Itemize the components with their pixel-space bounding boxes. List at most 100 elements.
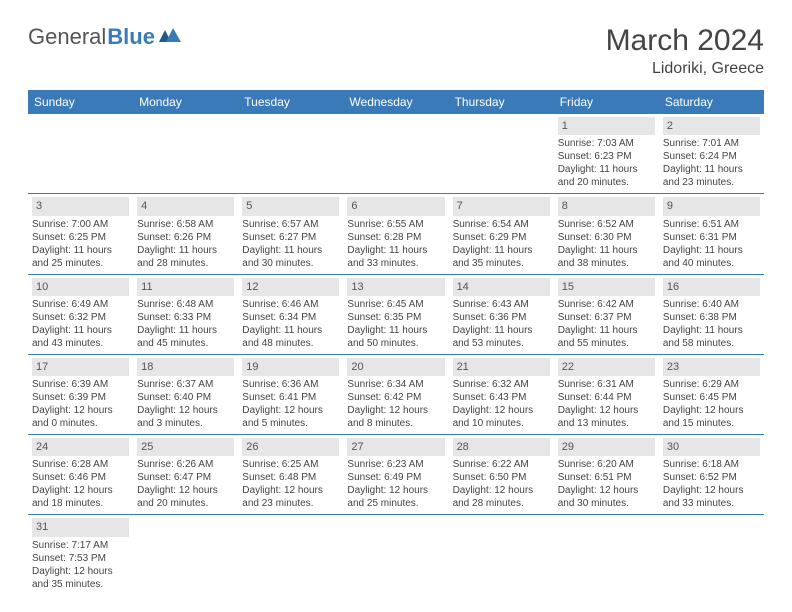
cell-sunrise: Sunrise: 6:36 AM [242,378,339,391]
location-label: Lidoriki, Greece [606,60,764,78]
cell-daylight2: and 35 minutes. [453,257,550,270]
cell-daylight2: and 58 minutes. [663,337,760,350]
day-number: 16 [663,278,760,296]
cell-daylight2: and 35 minutes. [32,578,129,591]
cell-daylight2: and 28 minutes. [137,257,234,270]
cell-sunset: Sunset: 6:44 PM [558,391,655,404]
calendar-cell: 8Sunrise: 6:52 AMSunset: 6:30 PMDaylight… [554,194,659,274]
calendar-cell: 11Sunrise: 6:48 AMSunset: 6:33 PMDayligh… [133,274,238,354]
cell-sunrise: Sunrise: 6:52 AM [558,218,655,231]
day-number: 29 [558,438,655,456]
day-number: 14 [453,278,550,296]
cell-sunset: Sunset: 6:35 PM [347,311,444,324]
cell-daylight2: and 8 minutes. [347,417,444,430]
calendar-cell-empty [343,515,448,595]
day-number: 27 [347,438,444,456]
cell-daylight1: Daylight: 11 hours [663,244,760,257]
day-number: 7 [453,197,550,215]
cell-daylight1: Daylight: 11 hours [663,324,760,337]
cell-sunset: Sunset: 6:40 PM [137,391,234,404]
cell-daylight1: Daylight: 11 hours [663,163,760,176]
day-number: 31 [32,518,129,536]
day-number: 8 [558,197,655,215]
calendar-cell: 20Sunrise: 6:34 AMSunset: 6:42 PMDayligh… [343,354,448,434]
cell-daylight2: and 0 minutes. [32,417,129,430]
calendar-cell: 4Sunrise: 6:58 AMSunset: 6:26 PMDaylight… [133,194,238,274]
cell-daylight2: and 45 minutes. [137,337,234,350]
cell-daylight1: Daylight: 12 hours [347,404,444,417]
cell-daylight2: and 55 minutes. [558,337,655,350]
cell-sunrise: Sunrise: 6:51 AM [663,218,760,231]
calendar-cell-empty [133,515,238,595]
calendar-row: 1Sunrise: 7:03 AMSunset: 6:23 PMDaylight… [28,114,764,194]
cell-daylight2: and 40 minutes. [663,257,760,270]
day-number: 9 [663,197,760,215]
cell-daylight1: Daylight: 12 hours [663,404,760,417]
cell-sunrise: Sunrise: 6:54 AM [453,218,550,231]
logo: General Blue [28,24,181,50]
cell-sunset: Sunset: 6:39 PM [32,391,129,404]
cell-sunset: Sunset: 6:29 PM [453,231,550,244]
day-number: 18 [137,358,234,376]
weekday-header: Saturday [659,90,764,114]
calendar-cell: 1Sunrise: 7:03 AMSunset: 6:23 PMDaylight… [554,114,659,194]
cell-daylight1: Daylight: 12 hours [242,484,339,497]
cell-sunrise: Sunrise: 6:39 AM [32,378,129,391]
cell-sunrise: Sunrise: 6:18 AM [663,458,760,471]
calendar-cell: 26Sunrise: 6:25 AMSunset: 6:48 PMDayligh… [238,435,343,515]
cell-daylight2: and 43 minutes. [32,337,129,350]
weekday-header: Tuesday [238,90,343,114]
calendar-header-row: SundayMondayTuesdayWednesdayThursdayFrid… [28,90,764,114]
weekday-header: Wednesday [343,90,448,114]
day-number: 25 [137,438,234,456]
cell-daylight2: and 33 minutes. [347,257,444,270]
cell-sunset: Sunset: 7:53 PM [32,552,129,565]
calendar-row: 31Sunrise: 7:17 AMSunset: 7:53 PMDayligh… [28,515,764,595]
cell-daylight1: Daylight: 11 hours [558,244,655,257]
calendar-cell: 15Sunrise: 6:42 AMSunset: 6:37 PMDayligh… [554,274,659,354]
day-number: 22 [558,358,655,376]
day-number: 21 [453,358,550,376]
cell-daylight1: Daylight: 11 hours [137,324,234,337]
cell-sunrise: Sunrise: 6:43 AM [453,298,550,311]
page-title: March 2024 [606,24,764,58]
cell-sunset: Sunset: 6:50 PM [453,471,550,484]
calendar-cell: 19Sunrise: 6:36 AMSunset: 6:41 PMDayligh… [238,354,343,434]
cell-sunrise: Sunrise: 6:26 AM [137,458,234,471]
day-number: 24 [32,438,129,456]
cell-daylight2: and 20 minutes. [137,497,234,510]
cell-sunrise: Sunrise: 6:28 AM [32,458,129,471]
cell-sunset: Sunset: 6:51 PM [558,471,655,484]
day-number: 5 [242,197,339,215]
cell-sunrise: Sunrise: 6:42 AM [558,298,655,311]
cell-sunrise: Sunrise: 6:57 AM [242,218,339,231]
cell-sunset: Sunset: 6:24 PM [663,150,760,163]
cell-daylight1: Daylight: 11 hours [32,324,129,337]
cell-daylight1: Daylight: 11 hours [558,163,655,176]
cell-daylight2: and 25 minutes. [32,257,129,270]
calendar-cell: 24Sunrise: 6:28 AMSunset: 6:46 PMDayligh… [28,435,133,515]
header: General Blue March 2024 Lidoriki, Greece [28,24,764,78]
calendar-cell: 28Sunrise: 6:22 AMSunset: 6:50 PMDayligh… [449,435,554,515]
calendar-cell: 16Sunrise: 6:40 AMSunset: 6:38 PMDayligh… [659,274,764,354]
cell-sunset: Sunset: 6:33 PM [137,311,234,324]
cell-daylight2: and 48 minutes. [242,337,339,350]
cell-sunset: Sunset: 6:27 PM [242,231,339,244]
cell-sunrise: Sunrise: 6:22 AM [453,458,550,471]
cell-sunrise: Sunrise: 6:31 AM [558,378,655,391]
day-number: 13 [347,278,444,296]
cell-daylight2: and 3 minutes. [137,417,234,430]
cell-sunset: Sunset: 6:47 PM [137,471,234,484]
calendar-cell-empty [28,114,133,194]
calendar-cell: 13Sunrise: 6:45 AMSunset: 6:35 PMDayligh… [343,274,448,354]
cell-sunset: Sunset: 6:28 PM [347,231,444,244]
calendar-row: 17Sunrise: 6:39 AMSunset: 6:39 PMDayligh… [28,354,764,434]
cell-sunset: Sunset: 6:45 PM [663,391,760,404]
calendar-row: 10Sunrise: 6:49 AMSunset: 6:32 PMDayligh… [28,274,764,354]
cell-daylight1: Daylight: 12 hours [137,484,234,497]
cell-sunrise: Sunrise: 6:20 AM [558,458,655,471]
calendar-cell: 9Sunrise: 6:51 AMSunset: 6:31 PMDaylight… [659,194,764,274]
day-number: 28 [453,438,550,456]
calendar-cell: 17Sunrise: 6:39 AMSunset: 6:39 PMDayligh… [28,354,133,434]
cell-daylight1: Daylight: 12 hours [558,404,655,417]
